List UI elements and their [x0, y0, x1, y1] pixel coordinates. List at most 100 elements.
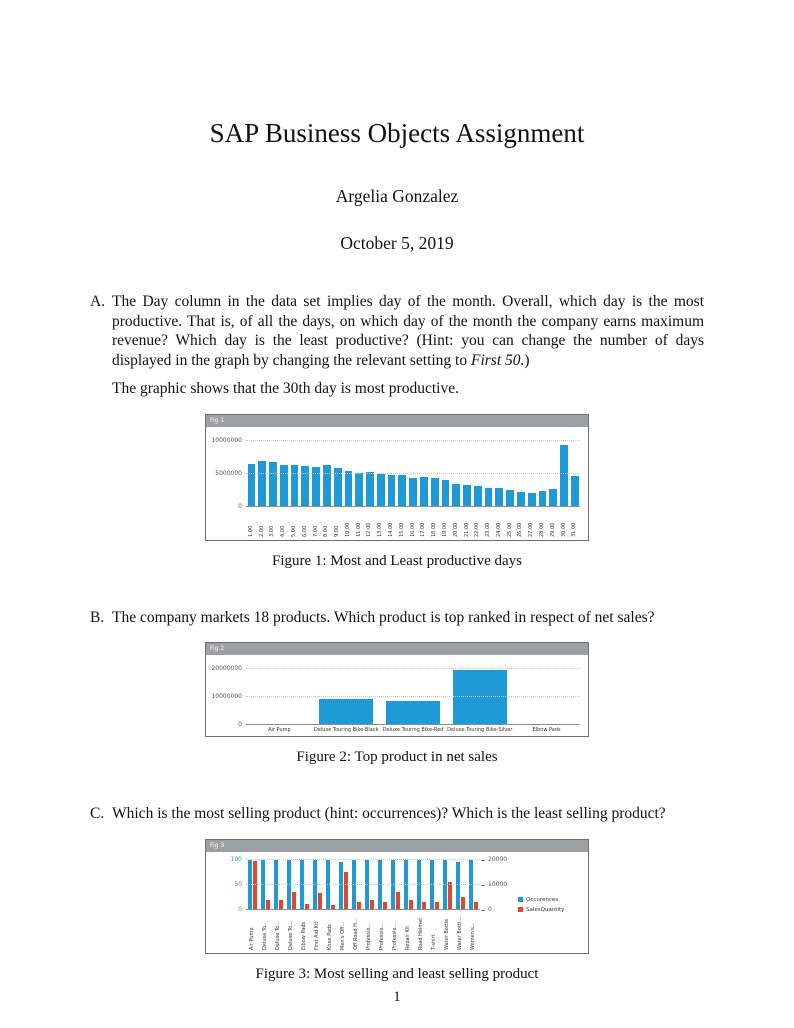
- bar: [322, 465, 331, 507]
- bar: [248, 859, 252, 910]
- x-label-slot: Men's Off...: [337, 910, 350, 949]
- bar-slot: [313, 663, 380, 726]
- x-tick-label: 2.00: [258, 525, 265, 537]
- chart-header-bar: Fig 3: [206, 839, 588, 852]
- bar: [344, 872, 348, 910]
- figure1-chart: Fig 1 0 5000000 10000000 1.00 2.00 3.00 4.00 5…: [205, 413, 589, 541]
- legend-item: SalesQuantity: [518, 907, 580, 913]
- bar-slot: [419, 435, 430, 507]
- bar-slot: [559, 435, 570, 507]
- axis-baseline: [246, 908, 480, 910]
- x-axis-labels: Air Pump Deluxe To... Deluxe To... Deluxe T…: [246, 910, 480, 950]
- chart-header-bar: Fig 1: [206, 414, 588, 427]
- x-label-slot: 7.00: [311, 507, 322, 537]
- bar: [456, 862, 460, 910]
- x-tick-label: Elbow Pads: [532, 727, 561, 734]
- document-body: A. The Day column in the data set implie…: [90, 292, 704, 983]
- x-tick-label: 13.00: [377, 522, 384, 537]
- bar: [339, 862, 343, 910]
- bar-slot: [389, 859, 402, 910]
- right-tick-label: 10000: [480, 880, 508, 888]
- x-label-slot: Professio...: [389, 910, 402, 950]
- x-tick-label: 18.00: [431, 522, 438, 537]
- bar-slot: [246, 663, 313, 726]
- figure-1-caption: Figure 1: Most and Least productive days: [272, 552, 522, 569]
- x-label-slot: 23.00: [483, 507, 494, 537]
- figure-3-caption: Figure 3: Most selling and least selling…: [255, 965, 539, 982]
- bar: [391, 859, 395, 910]
- plot-wrap: Air Pump Deluxe To... Deluxe To... Deluxe T…: [246, 858, 480, 950]
- bar: [355, 473, 364, 507]
- bar-slot: [483, 435, 494, 507]
- page-number: 1: [393, 989, 401, 1005]
- bar: [274, 859, 278, 910]
- bar: [386, 700, 440, 726]
- bar-slot: [285, 859, 298, 910]
- legend-label: SalesQuantity: [526, 906, 565, 913]
- x-tick-label: 4.00: [280, 525, 287, 537]
- x-label-slot: Women's...: [467, 910, 480, 950]
- chart-body: 0 50 100 Air Pump Deluxe To... Deluxe To... D…: [206, 852, 588, 953]
- bar-slot: [332, 435, 343, 507]
- x-tick-label: 23.00: [485, 522, 492, 537]
- bar: [333, 467, 342, 507]
- bar-slot: [324, 859, 337, 910]
- y-tick-label: 50: [234, 880, 242, 888]
- item-text-b: The company markets 18 products. Which p…: [112, 608, 704, 628]
- chart-body: 0 5000000 10000000 1.00 2.00 3.00 4.00 5.00 6.0…: [206, 427, 588, 540]
- chart-body: 0 10000000 20000000 Air Pump Deluxe Touring…: [206, 655, 588, 736]
- y-tick-label: 5000000: [215, 469, 242, 477]
- x-label-slot: Professio...: [363, 910, 376, 950]
- x-label-slot: 26.00: [516, 507, 527, 536]
- x-tick-label: 21.00: [463, 522, 470, 537]
- bar-slot: [363, 859, 376, 910]
- bar-slot: [462, 435, 473, 507]
- bar: [484, 487, 493, 507]
- x-tick-label: 7.00: [312, 525, 319, 537]
- bar: [287, 859, 291, 910]
- plot-wrap: Air Pump Deluxe Touring Bike-Black Deluxe …: [246, 663, 580, 733]
- x-tick-label: 6.00: [301, 525, 308, 537]
- x-tick-label: 24.00: [495, 522, 502, 537]
- x-label-slot: 14.00: [386, 507, 397, 536]
- bar: [247, 464, 256, 507]
- x-label-slot: 22.00: [472, 507, 483, 536]
- bar-slot: [441, 859, 454, 910]
- bar: [430, 859, 434, 910]
- x-label-slot: Deluxe Touring Bike-Silver: [446, 725, 513, 733]
- bar-slot: [259, 859, 272, 910]
- x-label-slot: Water Bottle: [441, 910, 454, 950]
- x-tick-label: Air Pump: [249, 927, 255, 950]
- x-tick-label: 20.00: [452, 522, 459, 537]
- x-label-slot: 9.00: [332, 507, 343, 536]
- x-label-slot: 18.00: [429, 507, 440, 537]
- bar: [300, 859, 304, 910]
- bar-slot: [428, 859, 441, 910]
- x-label-slot: Elbow Pads: [298, 910, 311, 950]
- x-label-slot: 3.00: [268, 507, 279, 536]
- document-date: October 5, 2019: [340, 233, 454, 253]
- x-label-slot: 8.00: [321, 507, 332, 536]
- bar: [383, 902, 387, 910]
- bar-slot: [246, 859, 259, 910]
- x-label-slot: T-shirt: [428, 910, 441, 950]
- x-label-slot: Road Helmet: [415, 910, 428, 949]
- x-tick-label: Water Bottle: [444, 918, 450, 950]
- bar: [469, 859, 473, 910]
- bar: [312, 466, 320, 507]
- x-label-slot: 5.00: [289, 507, 300, 536]
- right-axis-labels: 0 10000 20000: [480, 856, 514, 912]
- bar: [279, 899, 283, 910]
- bar-slot: [268, 435, 279, 507]
- x-tick-label: Professio...: [392, 922, 398, 950]
- x-tick-label: 17.00: [420, 522, 427, 537]
- bar-slot: [365, 435, 376, 507]
- bar: [404, 859, 408, 910]
- gridline: [246, 472, 580, 474]
- question-c-paragraph: Which is the most selling product (hint:…: [112, 805, 666, 823]
- plot-wrap: 1.00 2.00 3.00 4.00 5.00 6.00 7.00 8.00 9.00 10.0…: [246, 435, 580, 537]
- x-tick-label: Women's...: [470, 922, 476, 950]
- bar: [266, 899, 270, 910]
- figure-1: Fig 1 0 5000000 10000000 1.00 2.00 3.00 4.00 5…: [205, 413, 589, 570]
- bar-slot: [454, 860, 467, 910]
